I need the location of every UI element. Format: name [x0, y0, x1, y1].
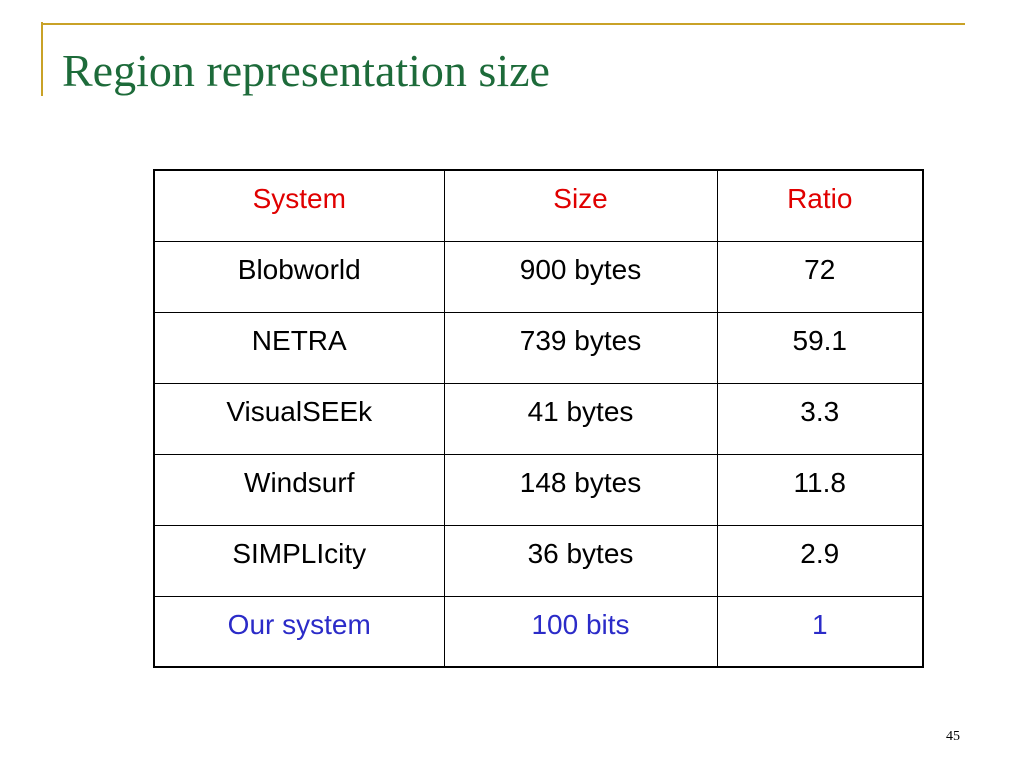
page-number: 45 [946, 729, 960, 744]
table-row: VisualSEEk 41 bytes 3.3 [153, 382, 924, 455]
table-cell: Windsurf [153, 453, 445, 526]
table-cell: 2.9 [716, 524, 924, 597]
header-cell: Ratio [716, 169, 924, 242]
table-cell: 900 bytes [443, 240, 718, 313]
header-cell: Size [443, 169, 718, 242]
table-cell: SIMPLIcity [153, 524, 445, 597]
table-row: Windsurf 148 bytes 11.8 [153, 453, 924, 526]
table-cell: 3.3 [716, 382, 924, 455]
table-row: Our system 100 bits 1 [153, 595, 924, 668]
table-cell: 1 [716, 595, 924, 668]
table-row: NETRA 739 bytes 59.1 [153, 311, 924, 384]
table: System Size Ratio Blobworld 900 bytes 72 NETRA… [153, 169, 924, 668]
slide-title: Region representation size [62, 45, 550, 96]
table-cell: Blobworld [153, 240, 445, 313]
header-row: System Size Ratio [153, 169, 924, 242]
table-cell: 36 bytes [443, 524, 718, 597]
table-cell: 59.1 [716, 311, 924, 384]
table-cell: 739 bytes [443, 311, 718, 384]
table-cell: 148 bytes [443, 453, 718, 526]
table-cell: 11.8 [716, 453, 924, 526]
table-cell: 72 [716, 240, 924, 313]
table-cell: 100 bits [443, 595, 718, 668]
table-row: Blobworld 900 bytes 72 [153, 240, 924, 313]
accent-line [41, 23, 965, 25]
table-cell: 41 bytes [443, 382, 718, 455]
header-cell: System [153, 169, 445, 242]
table-row: SIMPLIcity 36 bytes 2.9 [153, 524, 924, 597]
accent-line [41, 22, 43, 96]
table-cell: NETRA [153, 311, 445, 384]
table-cell: Our system [153, 595, 445, 668]
table-cell: VisualSEEk [153, 382, 445, 455]
